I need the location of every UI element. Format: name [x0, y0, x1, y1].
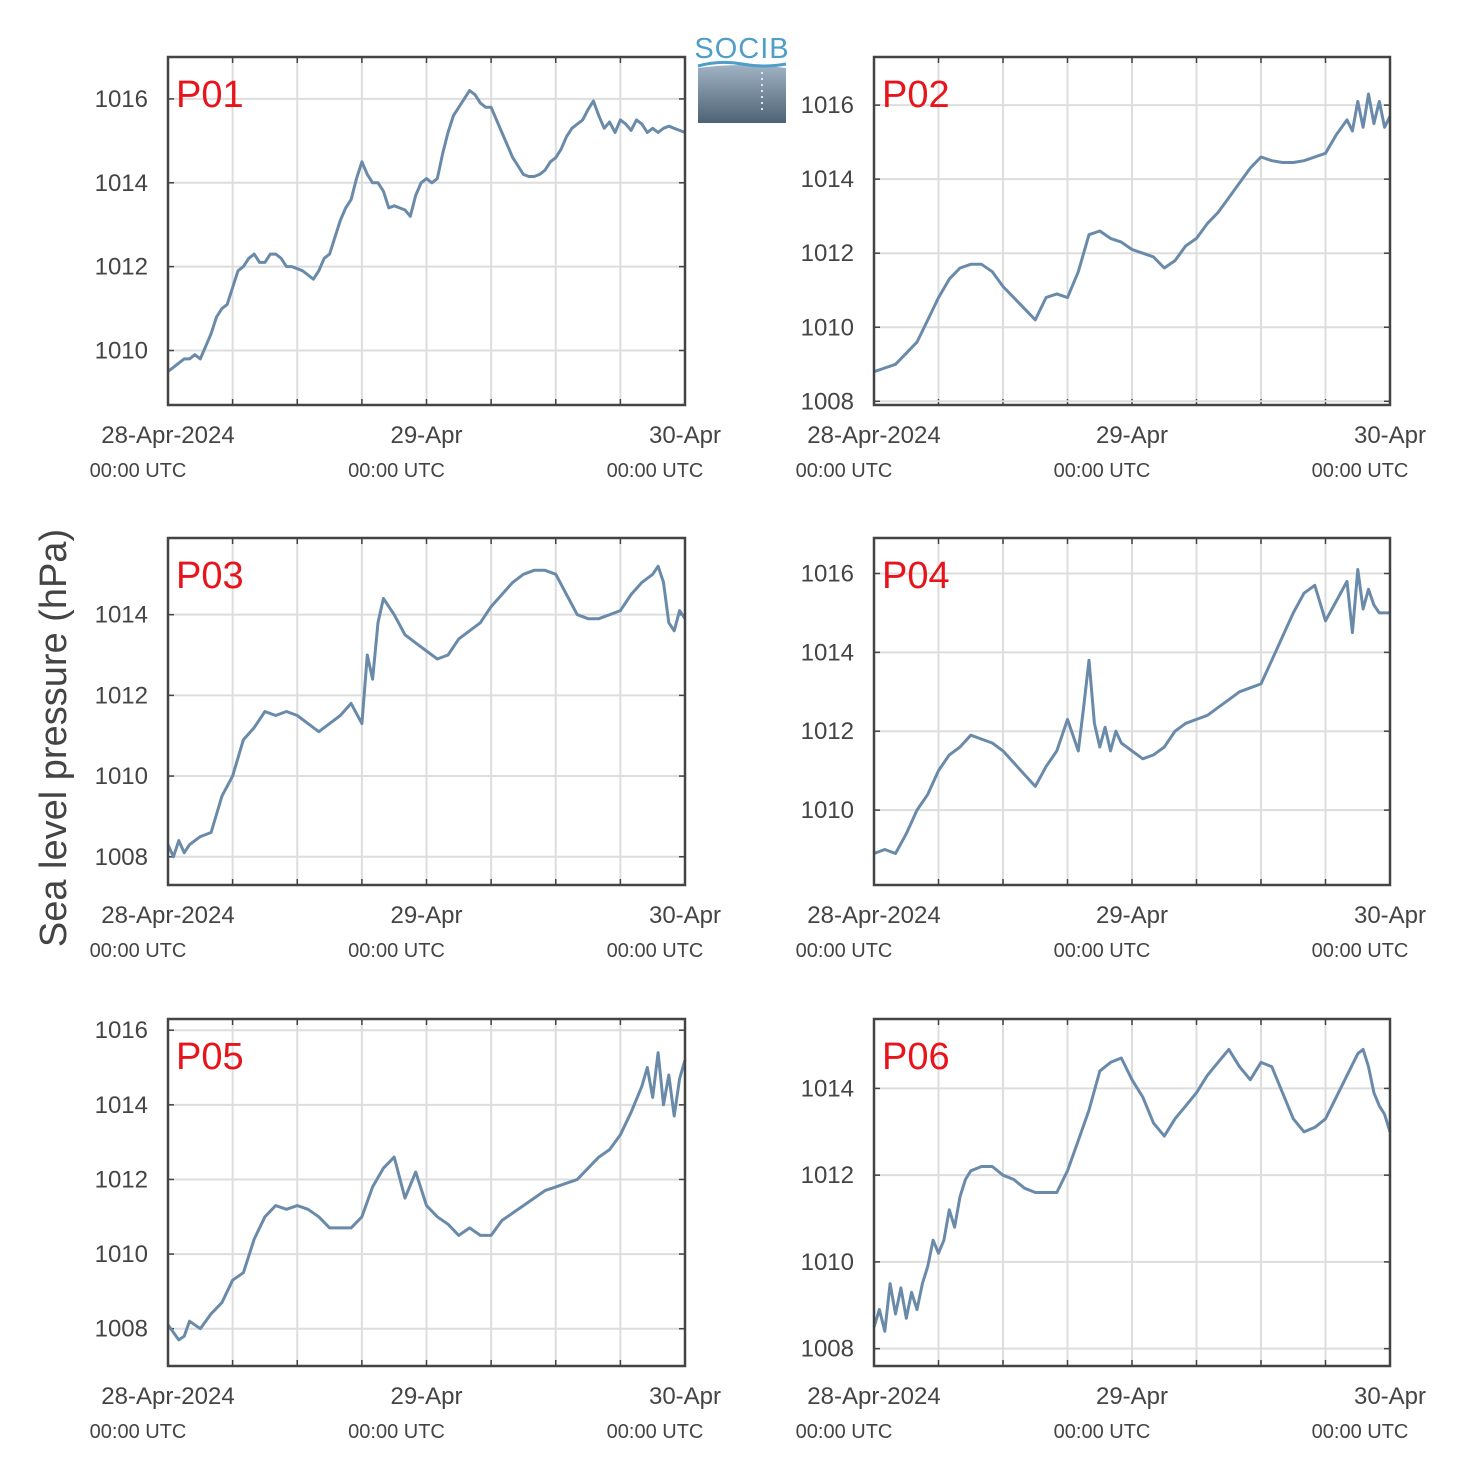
y-tick-label: 1008 — [95, 844, 148, 871]
x-tick-sublabel: 00:00 UTC — [1312, 940, 1409, 962]
x-tick-label: 29-Apr — [390, 422, 462, 449]
x-tick-sublabel: 00:00 UTC — [607, 1421, 704, 1443]
y-tick-label: 1010 — [801, 797, 854, 824]
x-tick-label: 28-Apr-2024 — [807, 422, 940, 449]
x-tick-sublabel: 00:00 UTC — [796, 940, 893, 962]
plot-frame — [166, 1017, 687, 1368]
x-tick-sublabel: 00:00 UTC — [348, 940, 445, 962]
x-tick-label: 28-Apr-2024 — [101, 422, 234, 449]
y-tick-label: 1014 — [95, 170, 148, 197]
plot-frame — [872, 1017, 1392, 1368]
y-tick-label: 1016 — [801, 560, 854, 587]
x-tick-label: 30-Apr — [1354, 1383, 1426, 1410]
x-tick-sublabel: 00:00 UTC — [1312, 460, 1409, 482]
x-tick-sublabel: 00:00 UTC — [607, 460, 704, 482]
y-tick-label: 1012 — [95, 254, 148, 281]
logo-wave-icon — [698, 65, 786, 123]
x-tick-sublabel: 00:00 UTC — [607, 940, 704, 962]
y-tick-label: 1008 — [801, 388, 854, 415]
x-tick-label: 30-Apr — [1354, 902, 1426, 929]
y-tick-label: 1014 — [801, 1075, 854, 1102]
y-tick-label: 1012 — [801, 240, 854, 267]
x-tick-sublabel: 00:00 UTC — [90, 460, 187, 482]
y-tick-label: 1014 — [801, 639, 854, 666]
panel-4: 1010 1012 1014 1016 P04 28-Apr-2024 00:00 UTC 2… — [796, 536, 1426, 962]
x-tick-label: 29-Apr — [390, 902, 462, 929]
y-tick-label: 1012 — [95, 682, 148, 709]
y-tick-label: 1016 — [801, 92, 854, 119]
y-tick-label: 1014 — [95, 602, 148, 629]
x-tick-sublabel: 00:00 UTC — [1054, 1421, 1151, 1443]
x-tick-sublabel: 00:00 UTC — [90, 940, 187, 962]
pressure-line — [873, 568, 1390, 855]
x-tick-sublabel: 00:00 UTC — [1054, 940, 1151, 962]
x-tick-sublabel: 00:00 UTC — [1054, 460, 1151, 482]
y-tick-label: 1012 — [95, 1166, 148, 1193]
y-tick-label: 1014 — [801, 166, 854, 193]
socib-logo: SOCIB — [694, 33, 789, 123]
panels-container: 1010 1012 1014 1016 P01 28-Apr-2024 00:00 UTC 2… — [90, 55, 1426, 1443]
y-axis-label: Sea level pressure (hPa) — [33, 529, 75, 947]
x-tick-sublabel: 00:00 UTC — [796, 460, 893, 482]
logo-text: SOCIB — [694, 33, 789, 65]
plot-frame — [166, 536, 687, 887]
y-tick-label: 1012 — [801, 1162, 854, 1189]
pressure-line — [166, 564, 687, 859]
y-tick-label: 1016 — [95, 1017, 148, 1044]
panel-2: 1008 1010 1012 1014 1016 P02 28-Apr-2024 00:00 … — [796, 55, 1426, 482]
x-tick-label: 30-Apr — [649, 902, 721, 929]
x-tick-label: 28-Apr-2024 — [101, 902, 234, 929]
pressure-line — [873, 92, 1392, 374]
panel-5: 1008 1010 1012 1014 1016 P05 28-Apr-2024 00:00 … — [90, 1017, 721, 1443]
panel-1: 1010 1012 1014 1016 P01 28-Apr-2024 00:00 UTC 2… — [90, 55, 721, 482]
x-tick-label: 28-Apr-2024 — [807, 902, 940, 929]
plot-frame — [872, 536, 1392, 887]
pressure-line — [167, 89, 686, 373]
x-tick-label: 30-Apr — [649, 422, 721, 449]
y-tick-label: 1010 — [95, 337, 148, 364]
pressure-line — [166, 1051, 687, 1342]
x-tick-label: 29-Apr — [1096, 422, 1168, 449]
x-tick-label: 29-Apr — [1096, 902, 1168, 929]
y-tick-label: 1010 — [801, 314, 854, 341]
x-tick-sublabel: 00:00 UTC — [348, 1421, 445, 1443]
x-tick-label: 30-Apr — [649, 1383, 721, 1410]
x-tick-label: 30-Apr — [1354, 422, 1426, 449]
y-tick-label: 1014 — [95, 1092, 148, 1119]
x-tick-sublabel: 00:00 UTC — [348, 460, 445, 482]
x-tick-label: 28-Apr-2024 — [807, 1383, 940, 1410]
y-tick-label: 1012 — [801, 718, 854, 745]
plot-frame — [872, 55, 1392, 407]
panel-label: P05 — [176, 1036, 244, 1078]
x-tick-sublabel: 00:00 UTC — [90, 1421, 187, 1443]
pressure-line — [872, 1047, 1392, 1333]
panel-label: P01 — [176, 74, 244, 116]
x-tick-label: 29-Apr — [390, 1383, 462, 1410]
plot-frame — [166, 55, 687, 407]
panel-3: 1008 1010 1012 1014 P03 28-Apr-2024 00:00 UTC 2… — [90, 536, 721, 962]
x-tick-sublabel: 00:00 UTC — [796, 1421, 893, 1443]
panel-label: P03 — [176, 555, 244, 597]
panel-label: P02 — [882, 74, 950, 116]
panel-6: 1008 1010 1012 1014 P06 28-Apr-2024 00:00 UTC 2… — [796, 1017, 1426, 1443]
y-tick-label: 1010 — [95, 1241, 148, 1268]
logo-wave-top-icon — [697, 60, 787, 68]
x-tick-sublabel: 00:00 UTC — [1312, 1421, 1409, 1443]
y-tick-label: 1008 — [95, 1316, 148, 1343]
x-tick-label: 28-Apr-2024 — [101, 1383, 234, 1410]
panel-label: P04 — [882, 555, 950, 597]
y-tick-label: 1016 — [95, 86, 148, 113]
y-tick-label: 1010 — [95, 763, 148, 790]
y-tick-label: 1008 — [801, 1336, 854, 1363]
y-tick-label: 1010 — [801, 1249, 854, 1276]
panel-label: P06 — [882, 1036, 950, 1078]
x-tick-label: 29-Apr — [1096, 1383, 1168, 1410]
